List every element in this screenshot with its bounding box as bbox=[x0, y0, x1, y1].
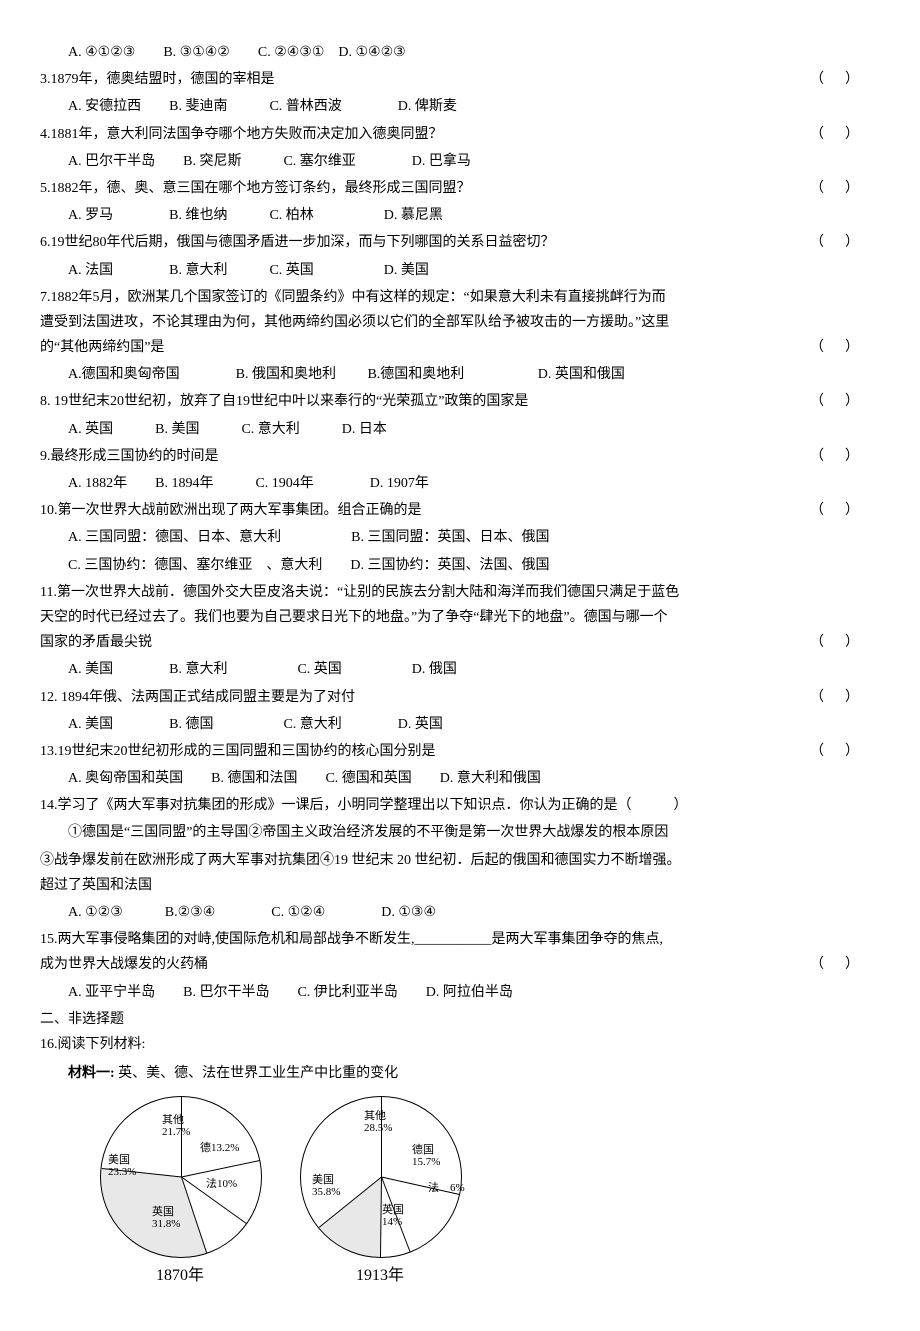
pie-slice-label: 法 bbox=[428, 1182, 439, 1194]
q15-stem2: 成为世界大战爆发的火药桶 （） bbox=[40, 952, 880, 977]
q6-stem: 6.19世纪80年代后期，俄国与德国矛盾进一步加深，而与下列哪国的关系日益密切？… bbox=[40, 230, 880, 255]
q15-options: A. 亚平宁半岛 B. 巴尔干半岛 C. 伊比利亚半岛 D. 阿拉伯半岛 bbox=[40, 980, 880, 1005]
q16-material-line: 材料一: 英、美、德、法在世界工业生产中比重的变化 bbox=[40, 1061, 880, 1086]
pie-1870-wrap: 其他 21.7% 德13.2% 法10% 英国 31.8% 美国 23.3% bbox=[100, 1096, 260, 1256]
q2-options: A. ④①②③ B. ③①④② C. ②④③① D. ①④②③ bbox=[40, 40, 880, 65]
q3-options: A. 安德拉西 B. 斐迪南 C. 普林西波 D. 俾斯麦 bbox=[40, 94, 880, 119]
section2-title: 二、非选择题 bbox=[40, 1007, 880, 1032]
pie-slice-label: 美国 35.8% bbox=[312, 1174, 340, 1198]
q16-stem: 16.阅读下列材料: bbox=[40, 1032, 880, 1057]
q14-options: A. ①②③ B.②③④ C. ①②④ D. ①③④ bbox=[40, 900, 880, 925]
material-label: 材料一: bbox=[68, 1066, 115, 1081]
q10-stem: 10.第一次世界大战前欧洲出现了两大军事集团。组合正确的是 （） bbox=[40, 498, 880, 523]
q14-line3: 超过了英国和法国 bbox=[40, 873, 880, 898]
paren: （） bbox=[810, 630, 880, 655]
q6-options: A. 法国 B. 意大利 C. 英国 D. 美国 bbox=[40, 258, 880, 283]
q8-options: A. 英国 B. 美国 C. 意大利 D. 日本 bbox=[40, 417, 880, 442]
pie-slice-label: 德国 15.7% bbox=[412, 1144, 440, 1168]
q11-stem-line3: 国家的矛盾最尖锐 （） bbox=[40, 630, 880, 655]
paren: （） bbox=[810, 335, 880, 360]
material-text: 英、美、德、法在世界工业生产中比重的变化 bbox=[118, 1066, 398, 1081]
q7-stem3-text: 的“其他两缔约国”是 bbox=[40, 340, 164, 355]
paren: （） bbox=[810, 230, 880, 255]
q10-stem-text: 10.第一次世界大战前欧洲出现了两大军事集团。组合正确的是 bbox=[40, 503, 422, 518]
q14-stem: 14.学习了《两大军事对抗集团的形成》一课后，小明同学整理出以下知识点．你认为正… bbox=[40, 793, 880, 818]
q11-stem-line1: 11.第一次世界大战前．德国外交大臣皮洛夫说：“让别的民族去分割大陆和海洋而我们… bbox=[40, 580, 880, 605]
pie-slice-label: 法10% bbox=[206, 1178, 237, 1190]
q10-options2: C. 三国协约：德国、塞尔维亚 、意大利 D. 三国协约：英国、法国、俄国 bbox=[40, 553, 880, 578]
q13-stem-text: 13.19世纪末20世纪初形成的三国同盟和三国协约的核心国分别是 bbox=[40, 744, 436, 759]
q5-options: A. 罗马 B. 维也纳 C. 柏林 D. 慕尼黑 bbox=[40, 203, 880, 228]
q13-options: A. 奥匈帝国和英国 B. 德国和法国 C. 德国和英国 D. 意大利和俄国 bbox=[40, 766, 880, 791]
chart-1870: 其他 21.7% 德13.2% 法10% 英国 31.8% 美国 23.3% 1870年 bbox=[100, 1096, 260, 1291]
q5-stem: 5.1882年，德、奥、意三国在哪个地方签订条约，最终形成三国同盟？ （） bbox=[40, 176, 880, 201]
q7-stem-line2: 遭受到法国进攻，不论其理由为何，其他两缔约国必须以它们的全部军队给予被攻击的一方… bbox=[40, 310, 880, 335]
q6-stem-text: 6.19世纪80年代后期，俄国与德国矛盾进一步加深，而与下列哪国的关系日益密切？ bbox=[40, 235, 555, 250]
q3-stem: 3.1879年，德奥结盟时，德国的宰相是 （） bbox=[40, 67, 880, 92]
pie-slice-label: 其他 28.5% bbox=[364, 1110, 392, 1134]
paren: （） bbox=[810, 739, 880, 764]
paren: （） bbox=[810, 176, 880, 201]
q15-stem: 15.两大军事侵略集团的对峙,使国际危机和局部战争不断发生,__________… bbox=[40, 927, 880, 952]
q9-stem: 9.最终形成三国协约的时间是 （） bbox=[40, 444, 880, 469]
pie-slice-label: 德13.2% bbox=[200, 1142, 239, 1154]
q7-options: A.德国和奥匈帝国 B. 俄国和奥地利 B.德国和奥地利 D. 英国和俄国 bbox=[40, 362, 880, 387]
q12-options: A. 美国 B. 德国 C. 意大利 D. 英国 bbox=[40, 712, 880, 737]
q9-stem-text: 9.最终形成三国协约的时间是 bbox=[40, 449, 219, 464]
year-1870: 1870年 bbox=[156, 1262, 204, 1291]
q13-stem: 13.19世纪末20世纪初形成的三国同盟和三国协约的核心国分别是 （） bbox=[40, 739, 880, 764]
paren: （） bbox=[810, 952, 880, 977]
pie-slice-label: 美国 23.3% bbox=[108, 1154, 136, 1178]
q12-stem: 12. 1894年俄、法两国正式结成同盟主要是为了对付 （） bbox=[40, 685, 880, 710]
paren: （） bbox=[810, 498, 880, 523]
pie-charts: 其他 21.7% 德13.2% 法10% 英国 31.8% 美国 23.3% 1870年… bbox=[100, 1096, 880, 1291]
q3-stem-text: 3.1879年，德奥结盟时，德国的宰相是 bbox=[40, 72, 275, 87]
q4-options: A. 巴尔干半岛 B. 突尼斯 C. 塞尔维亚 D. 巴拿马 bbox=[40, 149, 880, 174]
q11-stem-line2: 天空的时代已经过去了。我们也要为自己要求日光下的地盘。”为了争夺“肆光下的地盘”… bbox=[40, 605, 880, 630]
paren: （） bbox=[810, 685, 880, 710]
q15-stem2-text: 成为世界大战爆发的火药桶 bbox=[40, 957, 208, 972]
q12-stem-text: 12. 1894年俄、法两国正式结成同盟主要是为了对付 bbox=[40, 690, 355, 705]
q11-stem3-text: 国家的矛盾最尖锐 bbox=[40, 635, 152, 650]
q7-stem-line3: 的“其他两缔约国”是 （） bbox=[40, 335, 880, 360]
q9-options: A. 1882年 B. 1894年 C. 1904年 D. 1907年 bbox=[40, 471, 880, 496]
q14-line1: ①德国是“三国同盟”的主导国②帝国主义政治经济发展的不平衡是第一次世界大战爆发的… bbox=[40, 820, 880, 845]
paren: （） bbox=[810, 122, 880, 147]
paren: （） bbox=[810, 444, 880, 469]
q14-line2: ③战争爆发前在欧洲形成了两大军事对抗集团④19 世纪末 20 世纪初．后起的俄国… bbox=[40, 848, 880, 873]
q5-stem-text: 5.1882年，德、奥、意三国在哪个地方签订条约，最终形成三国同盟？ bbox=[40, 181, 471, 196]
q4-stem: 4.1881年，意大利同法国争夺哪个地方失败而决定加入德奥同盟？ （） bbox=[40, 122, 880, 147]
q4-stem-text: 4.1881年，意大利同法国争夺哪个地方失败而决定加入德奥同盟？ bbox=[40, 127, 443, 142]
pie-slice-label: 英国 31.8% bbox=[152, 1206, 180, 1230]
paren: （） bbox=[810, 67, 880, 92]
q7-stem-line1: 7.1882年5月，欧洲某几个国家签订的《同盟条约》中有这样的规定：“如果意大利… bbox=[40, 285, 880, 310]
chart-1913: 其他 28.5%德国 15.7%法6%英国 14%美国 35.8% 1913年 bbox=[300, 1096, 460, 1291]
pie-slice-label: 其他 21.7% bbox=[162, 1114, 190, 1138]
q11-options: A. 美国 B. 意大利 C. 英国 D. 俄国 bbox=[40, 657, 880, 682]
paren: （） bbox=[810, 389, 880, 414]
pie-1913-wrap: 其他 28.5%德国 15.7%法6%英国 14%美国 35.8% bbox=[300, 1096, 460, 1256]
pie-slice-label: 英国 14% bbox=[382, 1204, 404, 1228]
q8-stem: 8. 19世纪末20世纪初，放弃了自19世纪中叶以来奉行的“光荣孤立”政策的国家… bbox=[40, 389, 880, 414]
year-1913: 1913年 bbox=[356, 1262, 404, 1291]
pie-slice-label: 6% bbox=[450, 1182, 465, 1194]
q8-stem-text: 8. 19世纪末20世纪初，放弃了自19世纪中叶以来奉行的“光荣孤立”政策的国家… bbox=[40, 394, 528, 409]
q10-options1: A. 三国同盟：德国、日本、意大利 B. 三国同盟：英国、日本、俄国 bbox=[40, 525, 880, 550]
